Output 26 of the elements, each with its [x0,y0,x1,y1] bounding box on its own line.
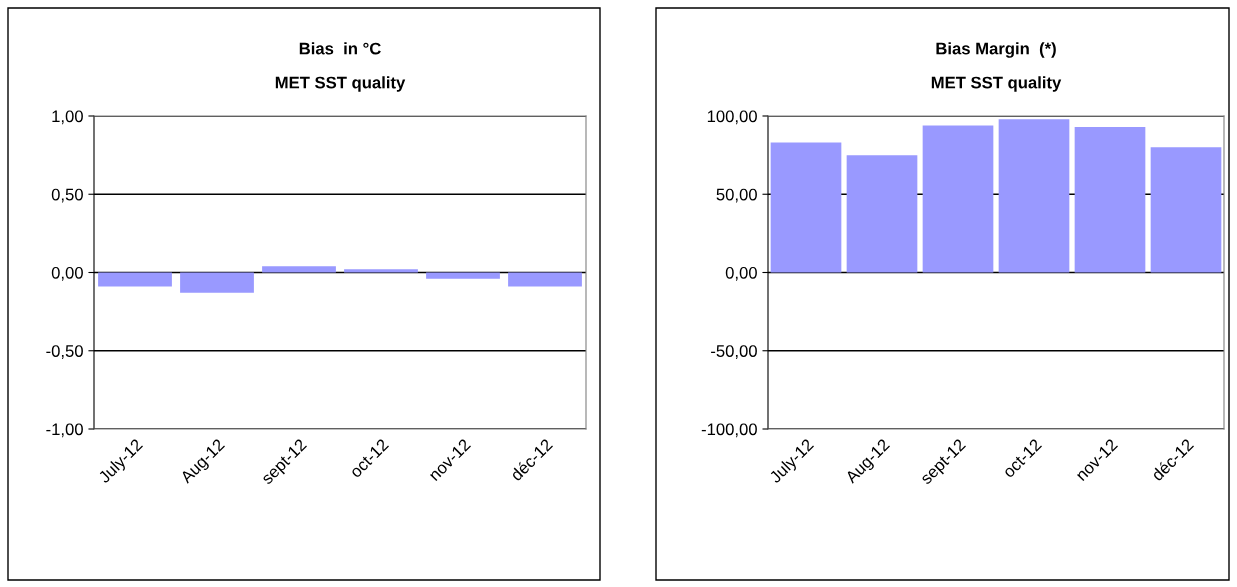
y-tick-label: 50,00 [716,188,757,203]
chart-title: Bias in °C [299,42,381,55]
bar [770,142,842,273]
y-tick-label: -50,00 [711,345,757,359]
bar [262,266,336,273]
bar [426,272,500,279]
chart-title: Bias Margin (*) [936,42,1056,58]
y-tick-label: -0,50 [46,345,83,359]
y-tick-label: -100,00 [701,423,757,438]
y-tick-label: -1,00 [46,423,83,438]
chart-subtitle: MET SST quality [931,76,1062,92]
bar [1150,147,1222,273]
bar [180,272,254,293]
bar [344,269,418,273]
y-tick-label: 0,00 [51,266,83,281]
bar [1074,126,1146,273]
y-tick-label: 0,00 [725,266,757,281]
bar [922,125,994,273]
bar [846,155,918,273]
y-tick-label: 0,50 [51,188,83,203]
bar [998,119,1070,273]
y-tick-label: 1,00 [52,110,83,125]
chart-subtitle: MET SST quality [275,76,406,92]
bar [98,272,172,287]
bar [508,272,582,287]
y-tick-label: 100,00 [707,110,757,125]
